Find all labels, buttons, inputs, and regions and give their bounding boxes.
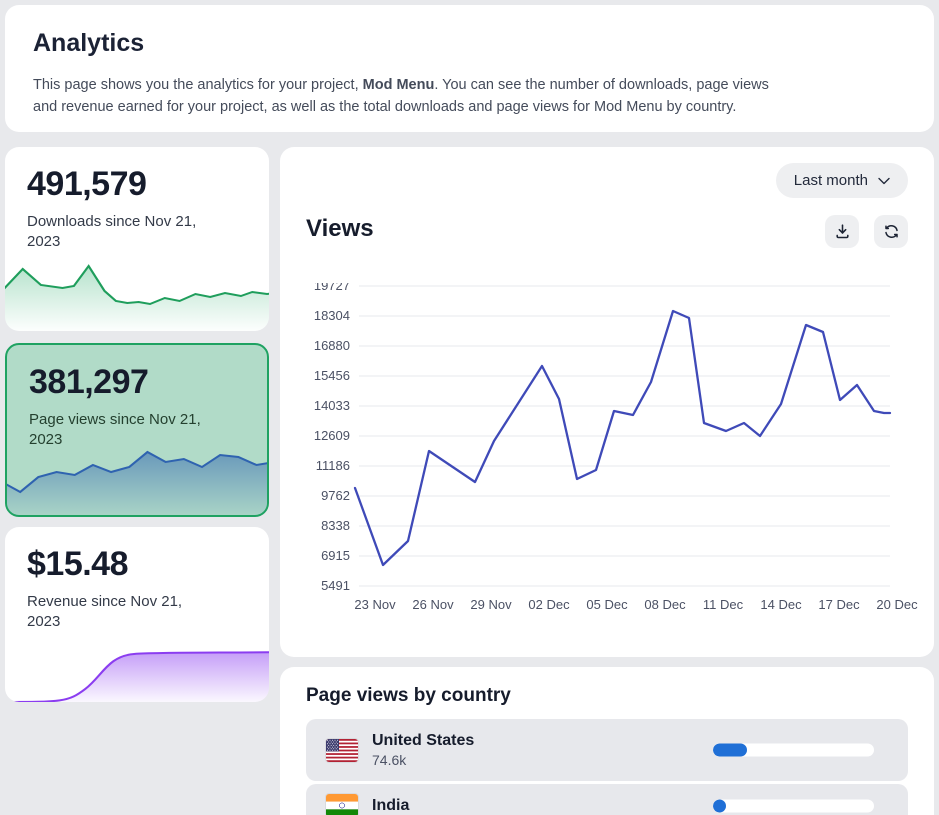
svg-text:11 Dec: 11 Dec	[703, 597, 744, 612]
svg-text:8338: 8338	[321, 518, 350, 533]
svg-text:02 Dec: 02 Dec	[528, 597, 570, 612]
svg-text:26 Nov: 26 Nov	[412, 597, 454, 612]
svg-text:14 Dec: 14 Dec	[760, 597, 802, 612]
svg-text:6915: 6915	[321, 548, 350, 563]
svg-text:20 Dec: 20 Dec	[876, 597, 918, 612]
svg-text:23 Nov: 23 Nov	[354, 597, 396, 612]
svg-text:5491: 5491	[321, 578, 350, 593]
svg-text:19727: 19727	[314, 283, 350, 293]
svg-text:11186: 11186	[316, 458, 350, 473]
svg-text:12609: 12609	[314, 428, 350, 443]
svg-text:18304: 18304	[314, 308, 350, 323]
svg-text:29 Nov: 29 Nov	[470, 597, 512, 612]
svg-text:9762: 9762	[321, 488, 350, 503]
svg-text:05 Dec: 05 Dec	[586, 597, 628, 612]
svg-text:08 Dec: 08 Dec	[644, 597, 686, 612]
svg-text:14033: 14033	[314, 398, 350, 413]
svg-text:15456: 15456	[314, 368, 350, 383]
svg-text:17 Dec: 17 Dec	[818, 597, 860, 612]
svg-text:16880: 16880	[314, 338, 350, 353]
